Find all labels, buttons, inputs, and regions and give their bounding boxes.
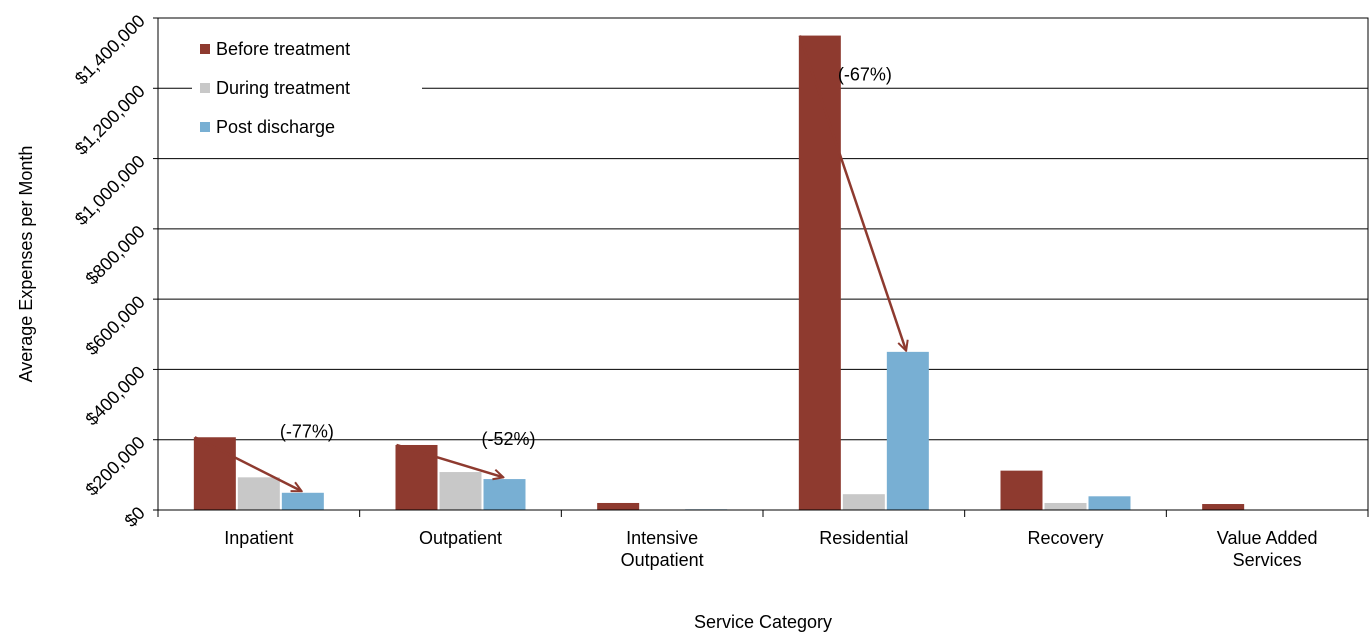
change-arrow [194, 436, 301, 491]
y-tick-label: $400,000 [82, 362, 149, 429]
bar-before-treatment [798, 35, 841, 510]
x-tick-label: Inpatient [224, 528, 293, 548]
y-tick-label: $800,000 [82, 222, 149, 289]
x-tick-label: Outpatient [419, 528, 502, 548]
y-tick-label: $600,000 [82, 292, 149, 359]
bar-post-discharge [886, 351, 929, 510]
change-label: (-52%) [482, 429, 536, 449]
bar-before-treatment [1202, 504, 1245, 510]
y-tick-label: $1,400,000 [71, 11, 149, 89]
x-axis-title: Service Category [694, 612, 832, 632]
y-tick-label: $1,000,000 [71, 151, 149, 229]
y-axis-title: Average Expenses per Month [16, 146, 36, 383]
legend-swatch [200, 83, 210, 93]
bar-during-treatment [842, 494, 885, 510]
legend-swatch [200, 44, 210, 54]
change-label: (-77%) [280, 421, 334, 441]
legend-label: Before treatment [216, 39, 350, 59]
bar-before-treatment [597, 502, 640, 510]
legend-background [192, 30, 422, 150]
bar-during-treatment [439, 472, 482, 510]
bar-during-treatment [237, 477, 280, 510]
bar-post-discharge [281, 492, 324, 510]
y-tick-label: $1,200,000 [71, 81, 149, 159]
bars [193, 35, 1245, 510]
x-tick-label: Intensive Outpatient [621, 528, 704, 570]
legend-label: Post discharge [216, 117, 335, 137]
change-label: (-67%) [838, 65, 892, 85]
change-arrow [396, 443, 503, 477]
bar-post-discharge [483, 479, 526, 510]
x-tick-label: Value Added Services [1217, 528, 1318, 570]
bar-before-treatment [193, 437, 236, 510]
bar-post-discharge [1088, 496, 1131, 510]
change-arrow [798, 35, 906, 350]
legend-label: During treatment [216, 78, 350, 98]
x-tick-label: Recovery [1027, 528, 1103, 548]
bar-before-treatment [1000, 470, 1043, 510]
y-tick-label: $200,000 [82, 432, 149, 499]
bar-during-treatment [1044, 502, 1087, 510]
y-tick-label: $0 [121, 503, 149, 531]
legend: Before treatment During treatment Post dis… [192, 30, 422, 150]
x-tick-label: Residential [819, 528, 908, 548]
legend-swatch [200, 122, 210, 132]
annotations: (-77%) (-52%) (-67%) [194, 35, 906, 491]
